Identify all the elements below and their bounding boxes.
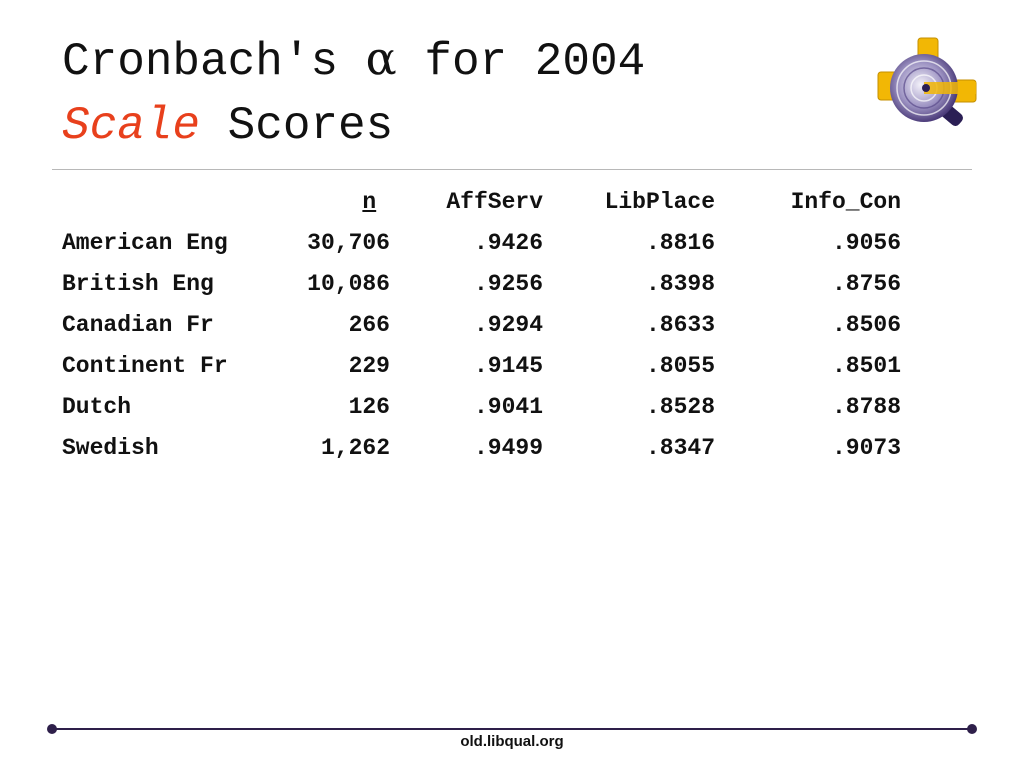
row-infocon: .9073 <box>831 434 901 461</box>
row-label: Canadian Fr <box>62 311 214 338</box>
alpha-symbol: α <box>365 31 397 85</box>
row-label: Dutch <box>62 393 132 420</box>
table-header-row: n AffServ LibPlace Info_Con <box>54 181 909 222</box>
row-infocon: .8788 <box>831 393 901 420</box>
row-libplace: .8528 <box>645 393 715 420</box>
title-suffix: for 2004 <box>396 36 646 88</box>
header-infocon: Info_Con <box>790 188 901 215</box>
table-row: Dutch 126 .9041 .8528 .8788 <box>54 386 909 427</box>
table-row: British Eng 10,086 .9256 .8398 .8756 <box>54 263 909 304</box>
row-libplace: .8347 <box>645 434 715 461</box>
row-libplace: .8816 <box>645 229 715 256</box>
row-infocon: .8756 <box>831 270 901 297</box>
row-n: 30,706 <box>307 229 390 256</box>
footer-url: old.libqual.org <box>460 733 564 750</box>
header-affserv: AffServ <box>446 188 543 215</box>
row-n: 266 <box>348 311 390 338</box>
row-n: 126 <box>348 393 390 420</box>
title-divider <box>52 169 972 170</box>
table-row: Canadian Fr 266 .9294 .8633 .8506 <box>54 304 909 345</box>
title-accent-word: Scale <box>62 100 201 152</box>
title-line-1: Cronbach's α for 2004 <box>62 26 645 94</box>
row-label: American Eng <box>62 229 228 256</box>
header-n-text: n <box>362 188 377 215</box>
row-affserv: .9041 <box>473 393 543 420</box>
table-row: American Eng 30,706 .9426 .8816 .9056 <box>54 222 909 263</box>
row-affserv: .9426 <box>473 229 543 256</box>
row-libplace: .8398 <box>645 270 715 297</box>
slide-title: Cronbach's α for 2004 Scale Scores <box>62 26 645 158</box>
row-affserv: .9499 <box>473 434 543 461</box>
header-n: n <box>280 181 398 222</box>
row-libplace: .8055 <box>645 352 715 379</box>
row-affserv: .9256 <box>473 270 543 297</box>
footer-dot-left <box>47 724 57 734</box>
row-n: 10,086 <box>307 270 390 297</box>
row-libplace: .8633 <box>645 311 715 338</box>
row-label: Continent Fr <box>62 352 228 379</box>
row-affserv: .9145 <box>473 352 543 379</box>
row-n: 229 <box>348 352 390 379</box>
scores-table: n AffServ LibPlace Info_Con American Eng… <box>54 181 909 468</box>
row-infocon: .9056 <box>831 229 901 256</box>
row-infocon: .8501 <box>831 352 901 379</box>
title-line-2: Scale Scores <box>62 94 645 158</box>
title-prefix: Cronbach's <box>62 36 366 88</box>
libqual-logo-icon <box>877 37 977 126</box>
row-n: 1,262 <box>320 434 390 461</box>
title-rest: Scores <box>200 100 394 152</box>
table-row: Swedish 1,262 .9499 .8347 .9073 <box>54 427 909 468</box>
footer-dot-right <box>967 724 977 734</box>
footer-divider <box>51 728 972 730</box>
header-label <box>54 181 280 222</box>
header-libplace: LibPlace <box>604 188 715 215</box>
row-label: Swedish <box>62 434 159 461</box>
row-label: British Eng <box>62 270 214 297</box>
table-row: Continent Fr 229 .9145 .8055 .8501 <box>54 345 909 386</box>
row-affserv: .9294 <box>473 311 543 338</box>
row-infocon: .8506 <box>831 311 901 338</box>
